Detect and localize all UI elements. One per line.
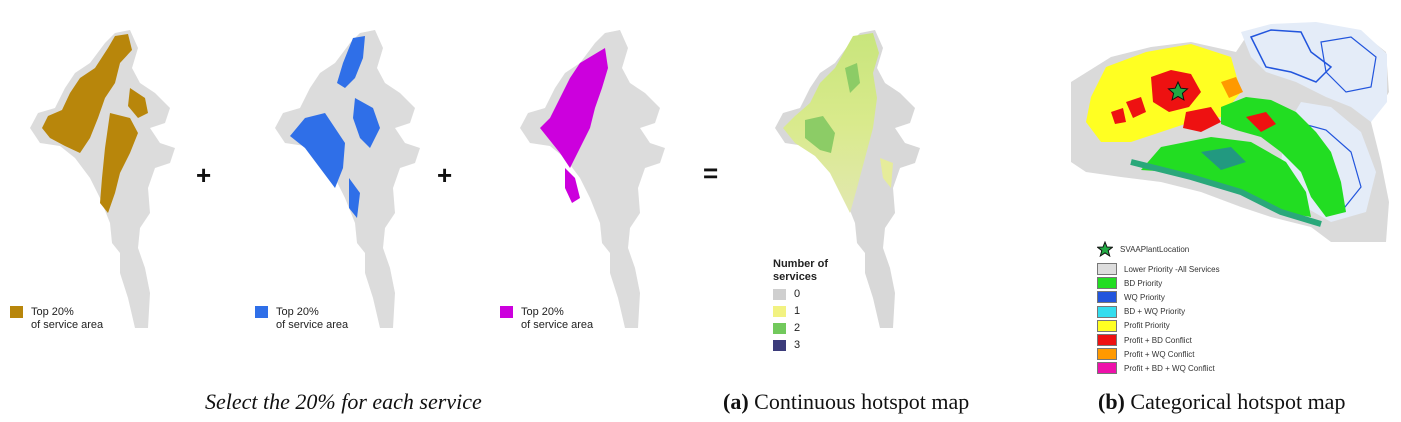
categorical-legend-swatch [1097, 319, 1117, 332]
water-quality-hotspot-map: Top 20% of service area [255, 28, 435, 338]
myanmar-map-continuous [775, 30, 920, 328]
categorical-legend-label: Profit + BD Conflict [1124, 335, 1192, 345]
services-legend: Number of services [773, 258, 828, 284]
categorical-caption-text: Categorical hotspot map [1124, 389, 1346, 414]
services-legend-item: 1 [773, 305, 800, 317]
continuous-hotspot-map: Number of services 0 1 2 3 [765, 28, 935, 351]
categorical-legend-label: Profit + WQ Conflict [1124, 349, 1195, 359]
biodiversity-hotspot-map: Top 20% of service area [10, 28, 190, 338]
categorical-legend-item: Lower Priority -All Services [1097, 263, 1220, 275]
categorical-legend-swatch [1097, 348, 1117, 361]
categorical-legend-label: BD + WQ Priority [1124, 307, 1186, 317]
plus-operator-2: + [437, 160, 453, 190]
services-legend-item: 0 [773, 288, 800, 300]
services-legend-item: 2 [773, 322, 800, 334]
categorical-legend-label: WQ Priority [1124, 292, 1165, 302]
services-legend-label: 1 [794, 305, 801, 317]
services-legend-swatch [773, 305, 786, 317]
categorical-legend-swatch [1097, 277, 1117, 290]
categorical-legend-label: Lower Priority -All Services [1124, 264, 1220, 274]
profit-hotspot-map: Top 20% of service area [500, 28, 680, 338]
biodiversity-legend: Top 20% of service area [10, 306, 103, 332]
plant-location-legend: SVAAPlantLocation [1097, 241, 1189, 257]
myanmar-map-water [275, 30, 420, 328]
categorical-legend-item: WQ Priority [1097, 291, 1165, 304]
categorical-legend-swatch [1097, 334, 1117, 346]
continuous-caption-label: (a) [723, 389, 749, 414]
categorical-legend-item: Profit Priority [1097, 319, 1170, 332]
categorical-legend-label: Profit Priority [1124, 321, 1170, 331]
selection-caption: Select the 20% for each service [205, 389, 482, 414]
categorical-region-map [1071, 22, 1389, 242]
plus-operator-1: + [196, 160, 212, 190]
services-legend-label: 0 [794, 288, 801, 300]
myanmar-map-biodiversity [30, 30, 175, 328]
biodiversity-swatch [10, 306, 23, 318]
categorical-legend-item: BD Priority [1097, 277, 1163, 290]
equals-operator: = [703, 158, 719, 188]
categorical-legend-swatch [1097, 291, 1117, 304]
profit-legend-label: Top 20% of service area [521, 306, 594, 331]
categorical-legend-item: Profit + WQ Conflict [1097, 348, 1195, 361]
categorical-legend-swatch [1097, 263, 1117, 275]
plant-location-star-icon [1167, 80, 1189, 101]
categorical-legend-item: Profit + BD + WQ Conflict [1097, 362, 1215, 374]
plant-location-label: SVAAPlantLocation [1120, 244, 1190, 254]
services-legend-item: 3 [773, 339, 800, 351]
categorical-legend-label: BD Priority [1124, 278, 1163, 288]
continuous-caption: (a) Continuous hotspot map [723, 389, 969, 415]
categorical-legend-swatch [1097, 362, 1117, 374]
water-swatch [255, 306, 268, 318]
categorical-legend-swatch [1097, 305, 1117, 318]
categorical-caption: (b) Categorical hotspot map [1098, 389, 1345, 415]
services-legend-swatch [773, 322, 786, 334]
profit-swatch [500, 306, 513, 318]
categorical-legend-label: Profit + BD + WQ Conflict [1124, 363, 1215, 373]
categorical-caption-label: (b) [1098, 389, 1125, 414]
services-legend-label: 3 [794, 339, 801, 351]
plant-location-legend-star-icon [1097, 241, 1113, 257]
services-legend-swatch [773, 339, 786, 351]
services-legend-title: Number of services [773, 258, 828, 283]
categorical-legend-item: BD + WQ Priority [1097, 305, 1186, 318]
categorical-legend-item: Profit + BD Conflict [1097, 334, 1192, 346]
services-legend-swatch [773, 288, 786, 300]
categorical-hotspot-map: SVAAPlantLocation Lower Priority -All Se… [1071, 12, 1391, 374]
water-legend-label: Top 20% of service area [276, 306, 349, 331]
biodiversity-legend-label: Top 20% of service area [31, 306, 104, 331]
continuous-caption-text: Continuous hotspot map [748, 389, 970, 414]
myanmar-map-profit [520, 30, 665, 328]
services-legend-label: 2 [794, 322, 801, 334]
profit-legend: Top 20% of service area [500, 306, 593, 332]
water-legend: Top 20% of service area [255, 306, 348, 332]
